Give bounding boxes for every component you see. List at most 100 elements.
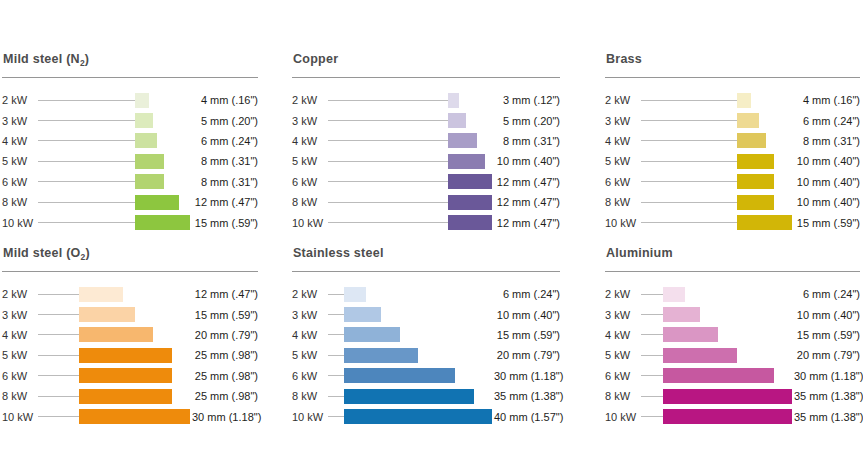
leader-line	[328, 355, 344, 356]
power-label: 6 kW	[292, 176, 328, 188]
power-label: 3 kW	[292, 115, 328, 127]
title-divider	[2, 271, 258, 272]
thickness-value-label: 6 mm (.24")	[794, 288, 860, 300]
thickness-bar	[448, 93, 459, 108]
thickness-value-label: 8 mm (.31")	[494, 135, 560, 147]
leader-line	[641, 334, 663, 335]
power-row: 10 kW 15 mm (.59")	[2, 212, 258, 232]
thickness-value-label: 6 mm (.24")	[794, 115, 860, 127]
leader-line	[641, 294, 663, 295]
thickness-bar	[135, 113, 154, 128]
thickness-bar	[344, 348, 418, 363]
thickness-bar	[663, 348, 737, 363]
bar-track	[328, 409, 494, 424]
thickness-bar	[135, 195, 179, 210]
power-label: 2 kW	[292, 94, 328, 106]
power-row: 10 kW 12 mm (.47")	[292, 212, 560, 232]
thickness-value-label: 40 mm (1.57")	[494, 411, 560, 423]
leader-line	[641, 416, 663, 417]
thickness-bar	[344, 409, 492, 424]
bar-track	[641, 215, 794, 230]
material-chart: Copper 2 kW 3 mm (.12") 3 kW 5 mm (.20")…	[292, 50, 560, 233]
power-row: 5 kW 8 mm (.31")	[2, 151, 258, 171]
power-label: 4 kW	[2, 329, 38, 341]
thickness-value-label: 35 mm (1.38")	[794, 411, 860, 423]
power-row: 3 kW 15 mm (.59")	[2, 304, 258, 324]
thickness-value-label: 30 mm (1.18")	[494, 370, 560, 382]
power-row: 8 kW 25 mm (.98")	[2, 386, 258, 406]
power-label: 2 kW	[605, 288, 641, 300]
leader-line	[38, 202, 135, 203]
leader-line	[641, 100, 737, 101]
thickness-bar	[79, 409, 190, 424]
thickness-bar	[344, 389, 474, 404]
leader-line	[641, 355, 663, 356]
thickness-value-label: 10 mm (.40")	[494, 155, 560, 167]
title-divider	[2, 77, 258, 78]
thickness-value-label: 25 mm (.98")	[192, 349, 258, 361]
bar-track	[38, 368, 192, 383]
bar-track	[328, 174, 494, 189]
power-label: 8 kW	[605, 196, 641, 208]
power-row: 5 kW 20 mm (.79")	[605, 345, 860, 365]
chart-title: Mild steel (O2)	[2, 244, 258, 271]
power-row: 2 kW 6 mm (.24")	[605, 284, 860, 304]
thickness-value-label: 5 mm (.20")	[494, 115, 560, 127]
leader-line	[641, 202, 737, 203]
chart-title-text: Aluminium	[606, 246, 673, 260]
power-label: 5 kW	[605, 155, 641, 167]
leader-line	[641, 375, 663, 376]
bar-track	[38, 174, 192, 189]
power-label: 10 kW	[2, 217, 38, 229]
thickness-bar	[79, 307, 135, 322]
power-row: 6 kW 30 mm (1.18")	[605, 366, 860, 386]
bar-track	[38, 133, 192, 148]
power-row: 5 kW 20 mm (.79")	[292, 345, 560, 365]
thickness-bar	[79, 327, 153, 342]
chart-title-text: Brass	[606, 52, 642, 66]
power-row: 8 kW 10 mm (.40")	[605, 192, 860, 212]
bar-track	[641, 93, 794, 108]
leader-line	[38, 120, 135, 121]
bar-track	[38, 327, 192, 342]
thickness-value-label: 10 mm (.40")	[794, 196, 860, 208]
power-label: 6 kW	[2, 176, 38, 188]
thickness-bar	[79, 348, 172, 363]
material-chart: Brass 2 kW 4 mm (.16") 3 kW 6 mm (.24") …	[605, 50, 860, 233]
power-row: 4 kW 20 mm (.79")	[2, 325, 258, 345]
bar-track	[641, 133, 794, 148]
bar-track	[328, 113, 494, 128]
bar-track	[641, 389, 794, 404]
bar-track	[328, 287, 494, 302]
bar-track	[328, 389, 494, 404]
chart-title-text: Mild steel (N	[3, 52, 80, 66]
leader-line	[641, 181, 737, 182]
material-chart: Stainless steel 2 kW 6 mm (.24") 3 kW 10…	[292, 244, 560, 427]
bar-track	[328, 133, 494, 148]
thickness-value-label: 10 mm (.40")	[494, 309, 560, 321]
thickness-bar	[663, 389, 793, 404]
thickness-value-label: 15 mm (.59")	[794, 329, 860, 341]
thickness-value-label: 10 mm (.40")	[794, 309, 860, 321]
power-row: 4 kW 15 mm (.59")	[292, 325, 560, 345]
power-row: 8 kW 35 mm (1.38")	[605, 386, 860, 406]
power-label: 3 kW	[605, 115, 641, 127]
title-divider	[292, 77, 560, 78]
thickness-bar	[79, 389, 172, 404]
power-row: 4 kW 15 mm (.59")	[605, 325, 860, 345]
chart-title-text: Copper	[293, 52, 338, 66]
power-label: 10 kW	[2, 411, 38, 423]
power-label: 5 kW	[605, 349, 641, 361]
thickness-bar	[448, 154, 485, 169]
thickness-value-label: 8 mm (.31")	[192, 176, 258, 188]
power-label: 5 kW	[292, 349, 328, 361]
power-label: 2 kW	[292, 288, 328, 300]
title-divider	[605, 271, 860, 272]
leader-line	[328, 416, 344, 417]
power-row: 10 kW 35 mm (1.38")	[605, 406, 860, 426]
thickness-value-label: 20 mm (.79")	[494, 349, 560, 361]
chart-title: Copper	[292, 50, 560, 77]
material-chart: Aluminium 2 kW 6 mm (.24") 3 kW 10 mm (.…	[605, 244, 860, 427]
leader-line	[328, 140, 448, 141]
power-label: 2 kW	[605, 94, 641, 106]
